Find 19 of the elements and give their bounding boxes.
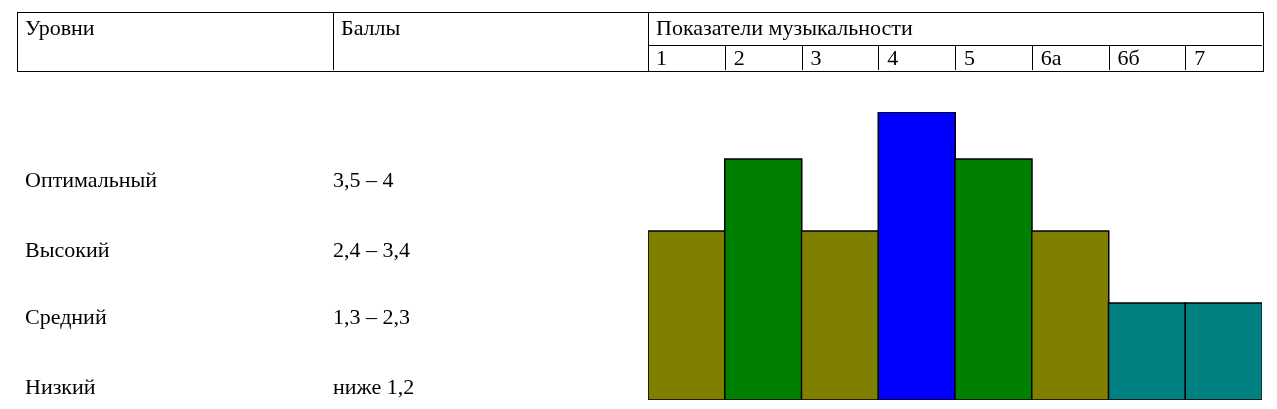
x-tick-label: 6б — [1108, 45, 1186, 70]
text: ниже 1,2 — [333, 373, 415, 401]
chart-title: Показатели музыкальности — [656, 14, 913, 42]
x-tick-label: 6а — [1031, 45, 1109, 70]
text: Уровни — [25, 14, 95, 42]
text: 3,5 – 4 — [333, 166, 394, 194]
text: 1,3 – 2,3 — [333, 303, 410, 331]
text: Баллы — [341, 14, 401, 42]
x-tick-label: 5 — [955, 45, 1032, 70]
text: Оптимальный — [25, 166, 158, 194]
text: Средний — [25, 303, 107, 331]
x-tick-label: 3 — [801, 45, 879, 70]
x-tick-label: 4 — [878, 45, 955, 70]
x-tick-label: 2 — [724, 45, 802, 70]
text: 2,4 – 3,4 — [333, 236, 410, 264]
text: Низкий — [25, 373, 96, 401]
text: Высокий — [25, 236, 110, 264]
x-tick-label: 1 — [655, 45, 668, 70]
x-tick-label: 7 — [1185, 45, 1262, 70]
